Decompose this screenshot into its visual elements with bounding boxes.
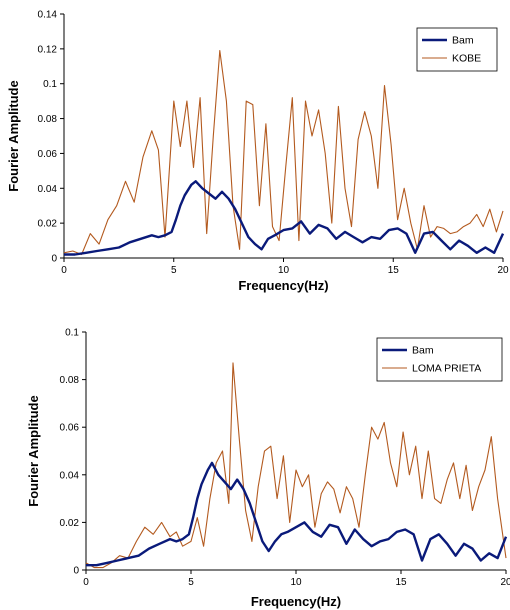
x-tick-label: 0: [61, 265, 67, 276]
x-tick-label: 20: [497, 265, 509, 276]
y-axis-title: Fourier Amplitude: [6, 80, 21, 191]
legend-box: [376, 337, 503, 382]
x-axis-title: Frequency(Hz): [238, 278, 328, 293]
x-tick-label: 0: [83, 577, 89, 588]
legend-box: [416, 27, 498, 72]
y-tick-label: 0: [73, 566, 79, 577]
legend-entry: Bam: [452, 35, 474, 47]
y-tick-label: 0.1: [43, 79, 57, 90]
y-tick-label: 0.08: [38, 114, 58, 125]
x-tick-label: 5: [171, 265, 177, 276]
y-tick-label: 0.12: [38, 44, 58, 55]
series-line-kobe: [63, 50, 504, 256]
x-tick-label: 20: [500, 577, 510, 588]
x-tick-label: 15: [395, 577, 407, 588]
y-tick-label: 0.14: [38, 10, 58, 21]
x-tick-label: 10: [290, 577, 302, 588]
legend-entry: Bam: [412, 345, 434, 357]
y-tick-label: 0.02: [38, 219, 58, 230]
series-line-bam: [64, 180, 505, 256]
x-tick-label: 10: [278, 265, 290, 276]
y-tick-label: 0.04: [60, 470, 80, 481]
chart-2: 0 0.02 0.04 0.06 0.08 0.1 0 5 10 15 20 Frequency(Hz…: [26, 328, 510, 610]
x-tick-label: 5: [188, 577, 194, 588]
legend-entry: KOBE: [452, 53, 481, 65]
legend-entry: LOMA PRIETA: [412, 363, 481, 375]
y-tick-label: 0.08: [60, 375, 80, 386]
y-axis-title: Fourier Amplitude: [26, 395, 41, 506]
x-tick-label: 15: [388, 265, 400, 276]
series-line-bam: [86, 461, 508, 567]
series-line-loma-prieta: [85, 362, 507, 569]
y-tick-label: 0.04: [38, 184, 58, 195]
y-tick-label: 0.06: [60, 423, 80, 434]
chart-1: 0 0.02 0.04 0.06 0.08 0.1 0.12 0.14 0 5 10 15 20 Freq…: [6, 10, 509, 294]
y-tick-label: 0.1: [65, 328, 79, 339]
x-axis-title: Frequency(Hz): [251, 594, 341, 609]
y-tick-label: 0.06: [38, 149, 58, 160]
y-tick-label: 0: [51, 254, 57, 265]
y-tick-label: 0.02: [60, 518, 80, 529]
